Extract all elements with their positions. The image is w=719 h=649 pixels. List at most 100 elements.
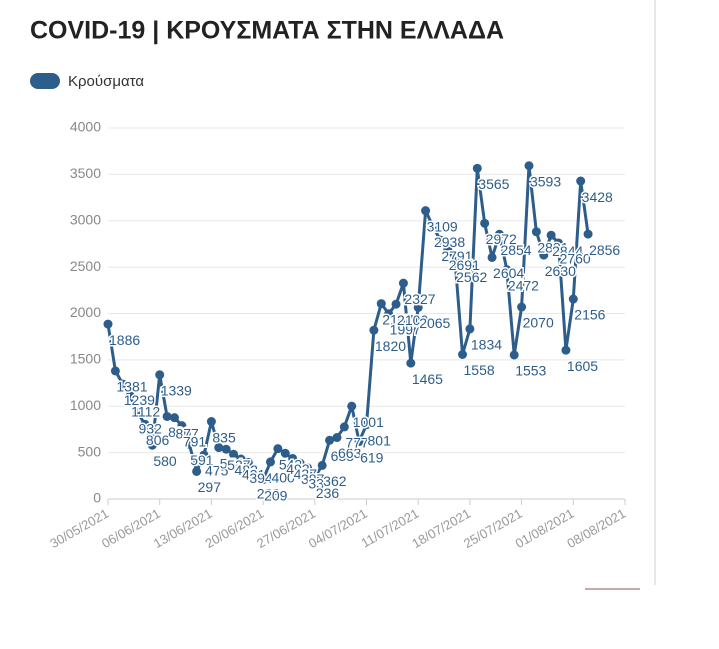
data-label: 2691 (449, 257, 480, 273)
y-tick-label: 2500 (70, 258, 101, 274)
data-label: 806 (146, 432, 170, 448)
data-label: 580 (153, 453, 177, 469)
data-label: 2562 (456, 269, 487, 285)
point (103, 319, 113, 329)
data-label: 431 (242, 467, 266, 483)
data-label: 2856 (589, 242, 620, 258)
point (169, 413, 179, 423)
data-label: 297 (198, 479, 222, 495)
point (554, 238, 564, 248)
point (310, 472, 320, 482)
data-label: 387 (301, 471, 325, 487)
data-label: 2472 (508, 277, 539, 293)
data-label: 932 (139, 420, 163, 436)
point (155, 370, 165, 380)
data-label: 3565 (478, 176, 509, 192)
point (494, 229, 504, 239)
data-label: 2854 (500, 242, 531, 258)
point (317, 460, 327, 470)
point (524, 161, 534, 171)
data-label: 209 (264, 487, 288, 503)
point (398, 278, 408, 288)
data-label: 890 (168, 424, 192, 440)
point (332, 433, 342, 443)
point (251, 473, 261, 483)
data-label: 2604 (493, 265, 524, 281)
data-label: 493 (286, 461, 310, 477)
point (288, 453, 298, 463)
point (125, 391, 135, 401)
point (118, 379, 128, 389)
data-label: 537 (227, 457, 251, 473)
point (273, 444, 283, 454)
y-tick-label: 2000 (70, 304, 101, 320)
point (110, 366, 120, 376)
data-label: 229 (257, 485, 281, 501)
point (258, 475, 268, 485)
point (140, 419, 150, 429)
data-label: 2156 (574, 307, 605, 323)
data-label: 2100 (397, 312, 428, 328)
y-tick-label: 3000 (70, 211, 101, 227)
point (421, 206, 431, 216)
point (376, 299, 386, 309)
data-label: 1339 (161, 383, 192, 399)
point (428, 222, 438, 232)
point (487, 252, 497, 262)
point (369, 325, 379, 335)
point (339, 422, 349, 432)
data-label: 2630 (545, 263, 576, 279)
data-label: 1465 (412, 371, 443, 387)
data-label: 877 (175, 425, 199, 441)
data-label: 3428 (582, 189, 613, 205)
data-label: 1820 (375, 338, 406, 354)
point (502, 265, 512, 275)
point (391, 299, 401, 309)
data-label: 400 (271, 470, 295, 486)
point (546, 230, 556, 240)
point (133, 408, 143, 418)
data-label: 2881 (537, 239, 568, 255)
data-label: 2972 (486, 231, 517, 247)
point (265, 457, 275, 467)
point (221, 444, 231, 454)
point (295, 458, 305, 468)
point (206, 417, 216, 427)
point (509, 350, 519, 360)
point (199, 450, 209, 460)
data-label: 1239 (124, 392, 155, 408)
point (362, 420, 371, 430)
data-label: 337 (308, 475, 332, 491)
y-tick-label: 1000 (70, 397, 101, 413)
point (458, 349, 468, 359)
data-label: 1605 (567, 358, 598, 374)
data-label: 1112 (131, 404, 160, 420)
data-label: 1558 (464, 362, 495, 378)
point (354, 437, 364, 447)
data-label: 835 (212, 429, 236, 445)
point (435, 235, 445, 245)
point (236, 454, 246, 464)
data-label: 791 (183, 433, 207, 449)
data-label: 2327 (404, 291, 435, 307)
data-label: 236 (316, 485, 340, 501)
y-tick-label: 1500 (70, 351, 101, 367)
point (465, 324, 475, 334)
data-label: 2938 (434, 234, 465, 250)
point (243, 457, 253, 467)
point (531, 227, 541, 237)
data-label: 394 (249, 470, 273, 486)
point (347, 401, 357, 411)
data-label: 475 (205, 463, 229, 479)
point (177, 421, 187, 431)
data-label: 437 (294, 466, 318, 482)
legend-swatch (30, 73, 60, 89)
point (229, 449, 239, 459)
y-tick-label: 4000 (70, 119, 101, 135)
data-label: 1381 (116, 379, 147, 395)
data-label: 633 (331, 448, 355, 464)
data-label: 362 (323, 473, 347, 489)
data-label: 1834 (471, 337, 502, 353)
data-label: 1886 (109, 332, 140, 348)
